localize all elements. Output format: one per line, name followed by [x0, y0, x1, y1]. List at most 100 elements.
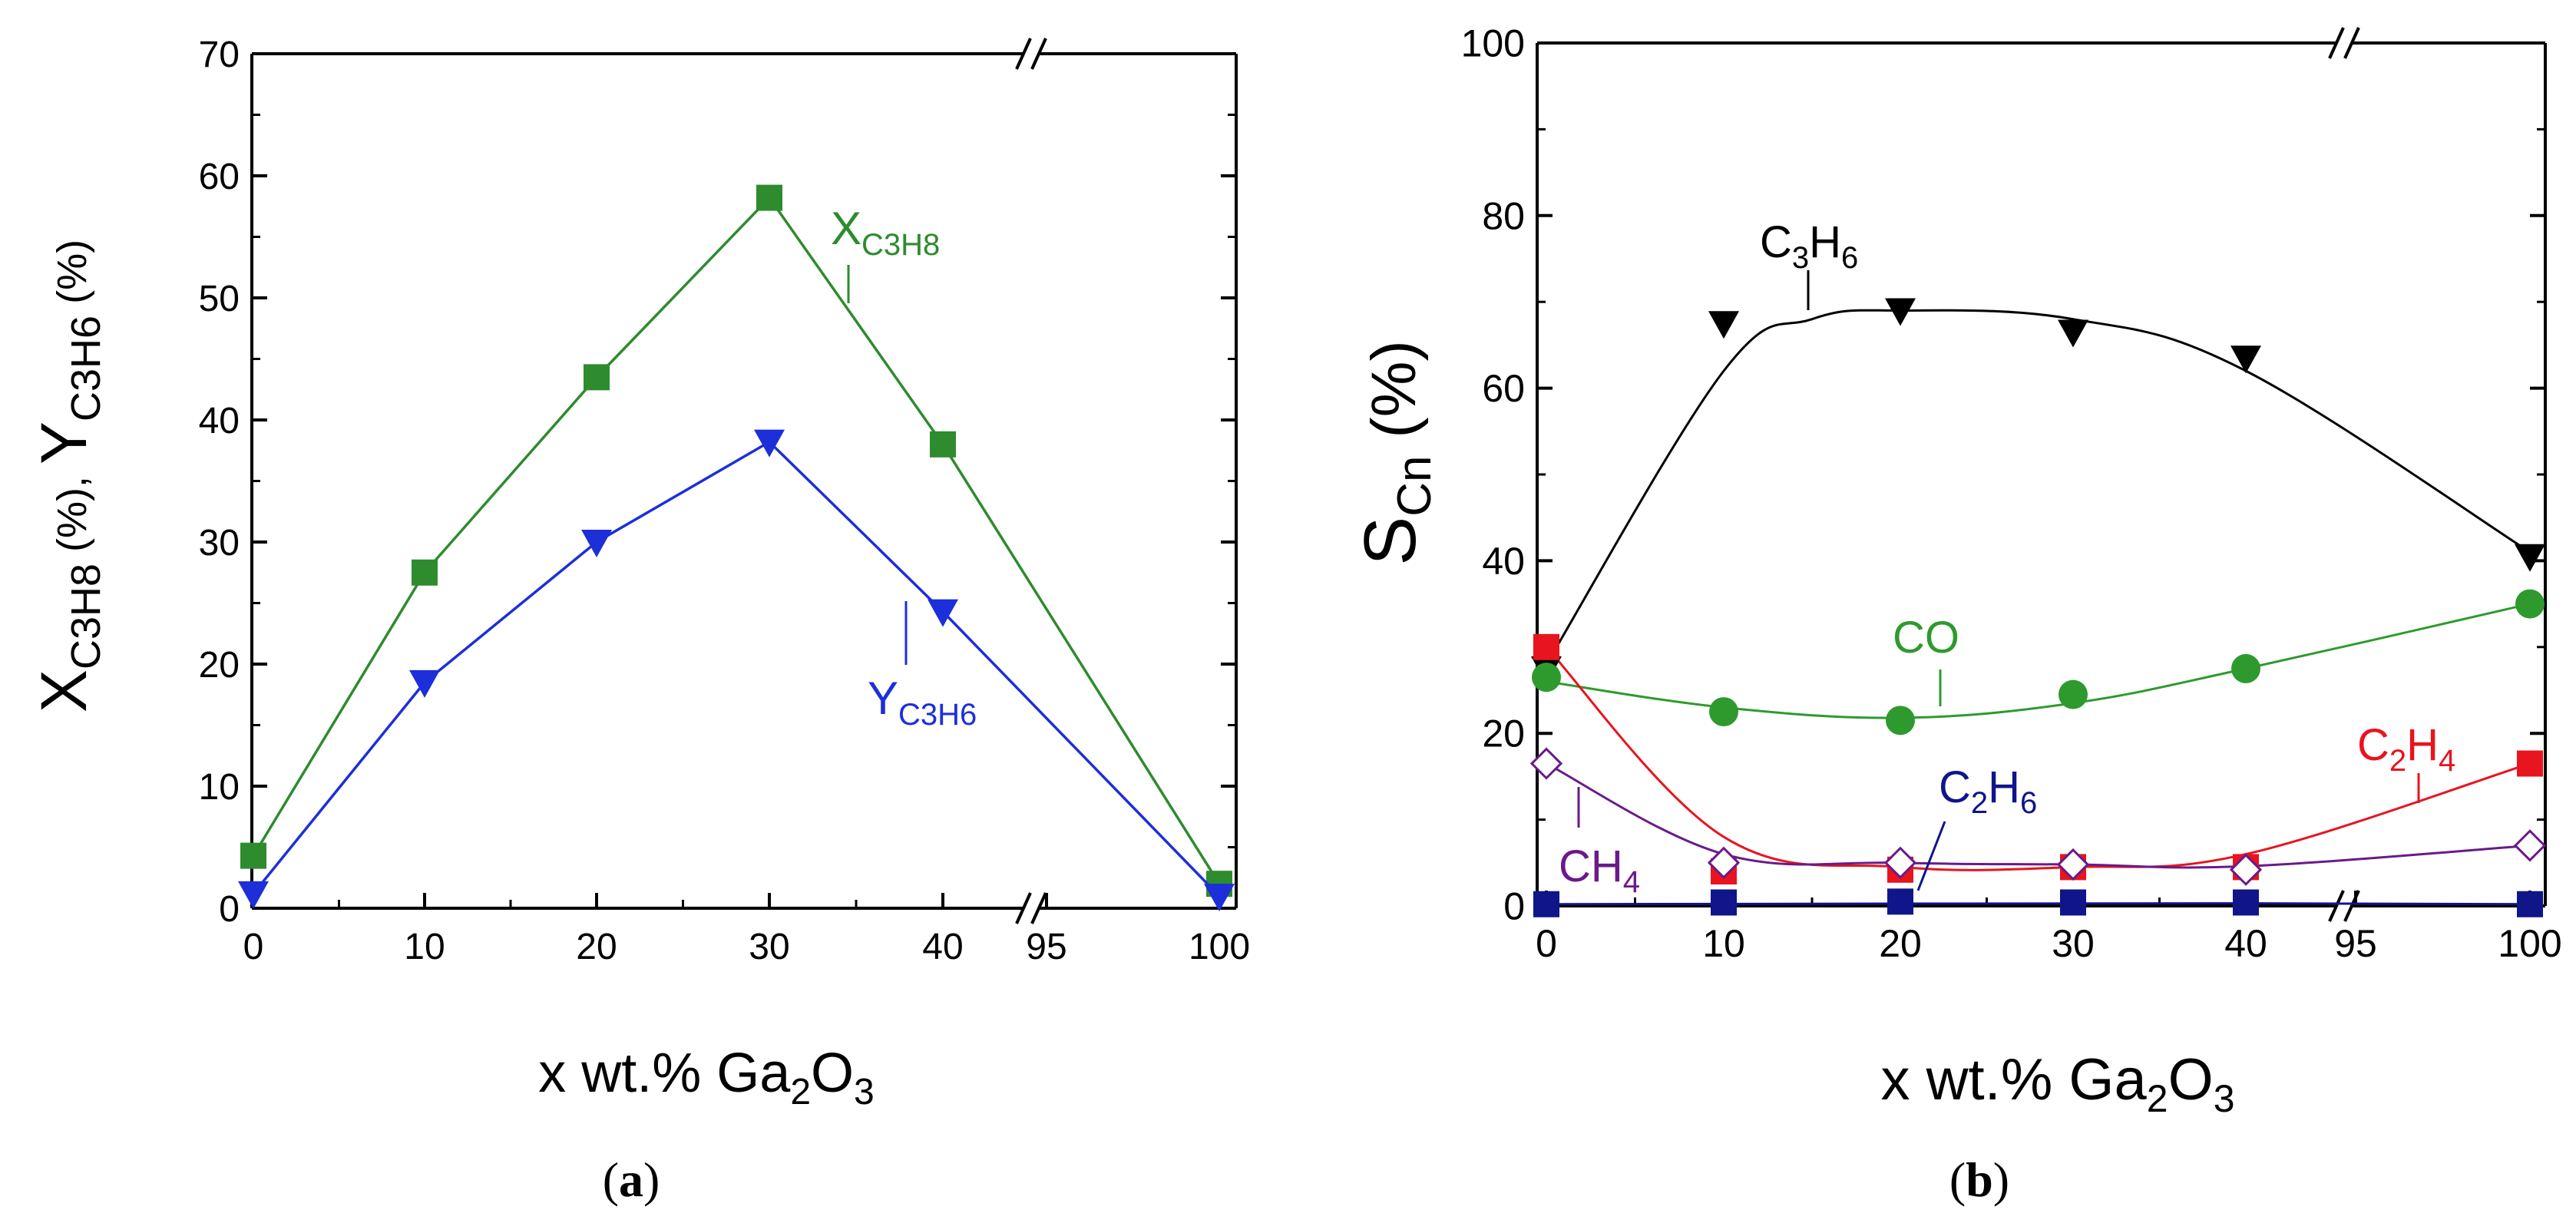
- b-xtick-label: 10: [1702, 922, 1745, 965]
- panel-b-point-0-100: [2515, 544, 2545, 572]
- panel-b-point-0-40: [2230, 345, 2261, 374]
- panel-a-series-y-sub: C3H6: [898, 698, 977, 732]
- a-ytick-label: 0: [219, 889, 240, 930]
- panel-b-y-axis-label: SCn (%): [1349, 340, 1441, 566]
- panel-a-series-y-name: Y: [868, 673, 898, 724]
- panel-a-point-1-10: [409, 669, 440, 698]
- panel-a-point-0-40: [930, 431, 956, 458]
- b-ytick-label: 60: [1482, 367, 1525, 410]
- panel-a-y-axis-label: XC3H8 (%), YC3H6 (%): [28, 240, 109, 712]
- a-ytick-label: 20: [199, 645, 240, 686]
- panel-a-xlabel-sub2: 3: [854, 1072, 875, 1112]
- a-axis-break-mark-1-0: [1015, 892, 1032, 924]
- b-axis-break-mark-0-0: [2328, 27, 2345, 59]
- a-ytick-label: 50: [199, 279, 240, 319]
- panel-b-caption: (b): [1949, 1152, 2009, 1207]
- panel-b-xlabel-prefix: x wt.% Ga: [1880, 1047, 2147, 1112]
- panel-a-ylabel-y: Y: [28, 421, 100, 464]
- b-ytick-label: 0: [1503, 885, 1525, 928]
- panel-a-x-axis-label: x wt.% Ga2O3: [538, 1043, 875, 1112]
- panel-b-label-ch4: CH4: [1559, 841, 1640, 899]
- a-xtick-label: 0: [243, 927, 264, 967]
- panel-a-ylabel-x: X: [28, 669, 100, 712]
- label-c3h6-c: C: [1760, 217, 1792, 267]
- panel-a-point-0-20: [584, 364, 610, 391]
- panel-b-point-0-20: [1885, 298, 1916, 326]
- panel-a-point-0-30: [756, 184, 782, 211]
- panel-b-point-4-30: [2060, 889, 2086, 916]
- panel-b-point-0-30: [2058, 319, 2088, 348]
- panel-a-caption: (a): [603, 1152, 660, 1207]
- panel-a-point-0-10: [412, 559, 438, 586]
- panel-b-fit-curve-0: [1545, 309, 2531, 666]
- label-ch4-sub1: 4: [1623, 865, 1640, 899]
- panel-a-point-1-0: [238, 881, 269, 909]
- label-c3h6-h: H: [1809, 217, 1841, 267]
- a-xtick-label: 95: [1026, 927, 1066, 967]
- panel-a-point-1-40: [928, 599, 958, 627]
- panel-b-point-4-100: [2517, 891, 2543, 917]
- panel-a-label-x-c3h8: XC3H8: [831, 203, 940, 262]
- a-ytick-label: 70: [199, 35, 240, 75]
- label-c2h4-sub1: 2: [2389, 744, 2406, 778]
- panel-b-point-2-100: [2517, 750, 2543, 777]
- panel-b-ylabel-unit: (%): [1359, 340, 1429, 455]
- panel-b-ticks: [1536, 27, 2547, 922]
- panel-b-point-3-100: [2513, 829, 2547, 862]
- b-ytick-label: 80: [1482, 194, 1525, 237]
- panel-b-point-1-40: [2231, 653, 2260, 683]
- a-axis-break-mark-0-1: [1030, 38, 1047, 70]
- panel-b-fit-curve-1: [1546, 603, 2531, 719]
- b-xtick-label: 30: [2052, 922, 2095, 965]
- panel-a-point-1-30: [754, 429, 785, 458]
- panel-b-point-1-100: [2515, 589, 2545, 619]
- a-xtick-label: 40: [922, 927, 963, 967]
- panel-a-point-1-20: [581, 530, 612, 557]
- panel-a-ylabel-y-unit: (%): [49, 240, 95, 316]
- panel-b: 0 20 40 60 80 100 0 10 20 30 40 95 100 SCn (%) x wt.…: [1349, 22, 2562, 1208]
- panel-b-xlabel-mid: O: [2168, 1047, 2214, 1112]
- panel-a-xlabel-sub1: 2: [790, 1072, 811, 1112]
- panel-b-series: [1529, 298, 2547, 917]
- b-ytick-label: 100: [1461, 22, 1525, 65]
- panel-a-point-0-0: [240, 842, 266, 869]
- panel-b-point-4-0: [1533, 891, 1559, 917]
- panel-a-series-x-sub: C3H8: [861, 228, 940, 262]
- panel-b-label-co: CO: [1893, 613, 1959, 663]
- a-xtick-label: 30: [749, 927, 789, 967]
- a-ytick-label: 30: [199, 523, 240, 564]
- panel-b-point-1-30: [2058, 679, 2088, 709]
- panel-b-point-3-10: [1707, 846, 1741, 879]
- label-c2h6-sub2: 6: [2020, 786, 2037, 820]
- label-c3h6-sub2: 6: [1841, 241, 1858, 275]
- panel-b-point-3-40: [2229, 853, 2263, 886]
- panel-b-tick-labels: 0 20 40 60 80 100 0 10 20 30 40 95 100: [1461, 22, 2562, 966]
- b-xtick-label: 20: [1879, 922, 1922, 965]
- panel-a-tick-labels: 0 10 20 30 40 50 60 70 0 10 20 30 40 95 100: [199, 35, 1250, 967]
- b-xtick-label: 40: [2224, 922, 2267, 965]
- panel-b-leader-c2h6: [1916, 821, 1946, 891]
- label-ch4-ch: CH: [1559, 841, 1623, 891]
- b-axis-break-mark-0-1: [2343, 27, 2360, 59]
- label-c2h4-sub2: 4: [2439, 744, 2455, 778]
- panel-a-ylabel-x-sub: C3H8: [63, 564, 109, 669]
- panel-b-x-axis-label: x wt.% Ga2O3: [1880, 1047, 2234, 1120]
- panel-b-label-c3h6: C3H6: [1760, 217, 1858, 275]
- panel-b-point-1-0: [1532, 663, 1561, 692]
- panel-b-xlabel-sub1: 2: [2147, 1077, 2168, 1120]
- panel-b-ylabel-sub: Cn: [1388, 456, 1441, 517]
- panel-a-series-line-0: [252, 195, 1221, 885]
- label-c2h6-h: H: [1988, 762, 2020, 812]
- a-ytick-label: 60: [199, 157, 240, 197]
- panel-b-point-4-20: [1887, 888, 1913, 915]
- panel-b-ylabel-s: S: [1349, 517, 1431, 566]
- panel-b-point-1-10: [1709, 697, 1738, 727]
- a-axis-break-mark-1-1: [1030, 892, 1047, 924]
- panel-b-point-1-20: [1886, 706, 1915, 735]
- panel-b-point-3-30: [2056, 848, 2090, 881]
- panel-b-point-3-0: [1529, 747, 1563, 780]
- label-c2h6-c: C: [1939, 762, 1971, 812]
- panel-a-xlabel-prefix: x wt.% Ga: [538, 1043, 791, 1104]
- a-xtick-label: 100: [1189, 927, 1250, 967]
